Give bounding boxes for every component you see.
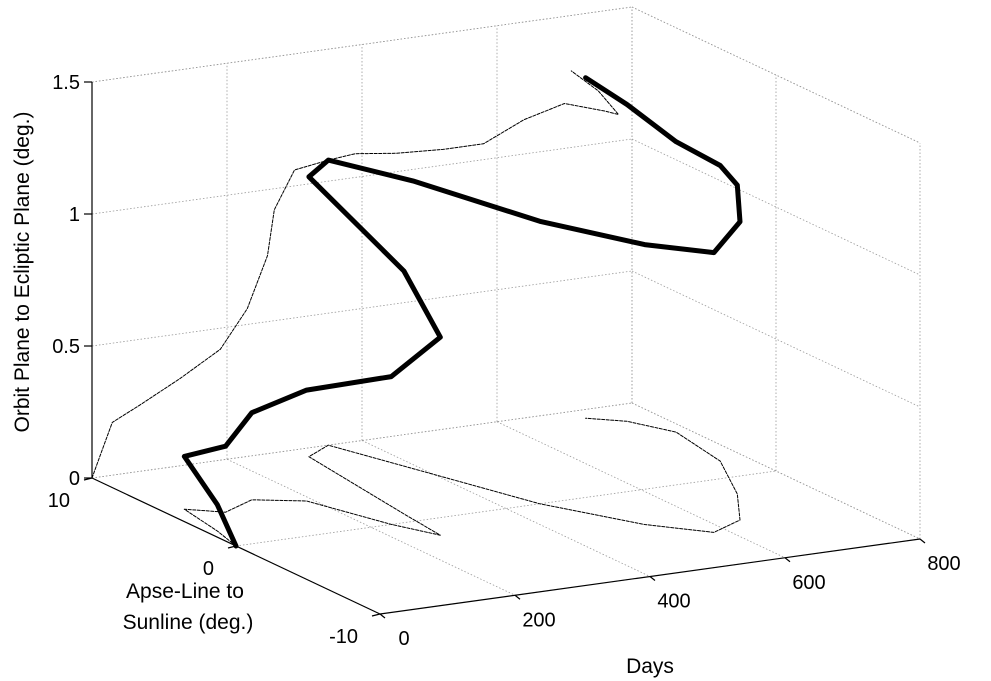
grid-line bbox=[631, 138, 921, 276]
series-line-3 bbox=[91, 70, 619, 479]
x-tick bbox=[514, 594, 521, 600]
z-tick-label: 0.5 bbox=[52, 336, 80, 358]
data-series bbox=[91, 70, 743, 549]
series-line-1 bbox=[181, 75, 743, 549]
z-tick-label: 1 bbox=[69, 204, 80, 226]
x-tick-label: 400 bbox=[657, 591, 690, 613]
y-axis-label-line1: Apse-Line to bbox=[126, 580, 244, 603]
grid-line bbox=[226, 458, 516, 596]
grid-line bbox=[496, 421, 786, 559]
z-tick-label: 0 bbox=[69, 468, 80, 490]
y-tick bbox=[371, 613, 381, 617]
z-tick-label: 1.5 bbox=[52, 72, 80, 94]
x-axis-label: Days bbox=[626, 655, 674, 678]
grid-line bbox=[235, 470, 777, 547]
axis-labels: Days Apse-Line to Sunline (deg.) Orbit P… bbox=[11, 112, 674, 679]
x-tick bbox=[784, 557, 791, 563]
x-tick bbox=[379, 613, 386, 619]
x-tick-label: 0 bbox=[398, 628, 409, 650]
x-tick-label: 600 bbox=[792, 572, 825, 594]
grid-line bbox=[631, 270, 921, 408]
grid-line bbox=[361, 440, 651, 577]
y-tick-label: 10 bbox=[48, 490, 70, 512]
y-axis-label-line2: Sunline (deg.) bbox=[123, 611, 254, 634]
axes-box bbox=[83, 81, 926, 619]
x-tick-label: 800 bbox=[927, 553, 960, 575]
y-tick-label: 0 bbox=[203, 558, 214, 580]
z-axis-label: Orbit Plane to Ecliptic Plane (deg.) bbox=[11, 112, 34, 433]
x-tick-label: 200 bbox=[522, 609, 555, 631]
x-tick bbox=[649, 576, 656, 581]
grid bbox=[91, 6, 921, 615]
grid-line bbox=[631, 402, 921, 540]
x-tick bbox=[919, 538, 926, 544]
y-tick-label: -10 bbox=[329, 626, 358, 648]
grid-line bbox=[631, 6, 921, 144]
series-line-2 bbox=[183, 417, 741, 547]
